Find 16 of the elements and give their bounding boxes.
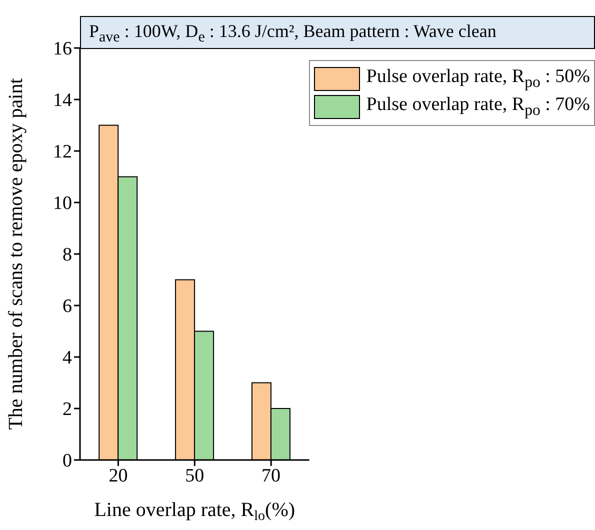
y-tick-label: 14 <box>53 90 72 112</box>
y-tick-label: 8 <box>62 244 72 266</box>
y-tick-label: 2 <box>62 399 72 420</box>
x-tick-label: 50 <box>185 465 204 486</box>
y-tick-label: 4 <box>62 348 72 369</box>
y-tick-label: 0 <box>62 450 72 472</box>
y-axis-title: The number of scans to remove epoxy paint <box>5 78 27 430</box>
x-tick-label: 20 <box>108 465 128 486</box>
y-tick-label: 6 <box>62 296 72 318</box>
legend-label: Pulse overlap rate, R$_{po}$ : 50% <box>366 66 590 92</box>
x-axis-title: Line overlap rate, R$_{lo}$(%) <box>94 499 296 524</box>
y-tick-label: 10 <box>53 193 72 214</box>
legend-label: Pulse overlap rate, R$_{po}$ : 70% <box>366 94 590 120</box>
x-tick-label: 70 <box>262 465 281 486</box>
y-tick-label: 12 <box>53 142 72 163</box>
y-tick-label: 16 <box>53 38 72 60</box>
